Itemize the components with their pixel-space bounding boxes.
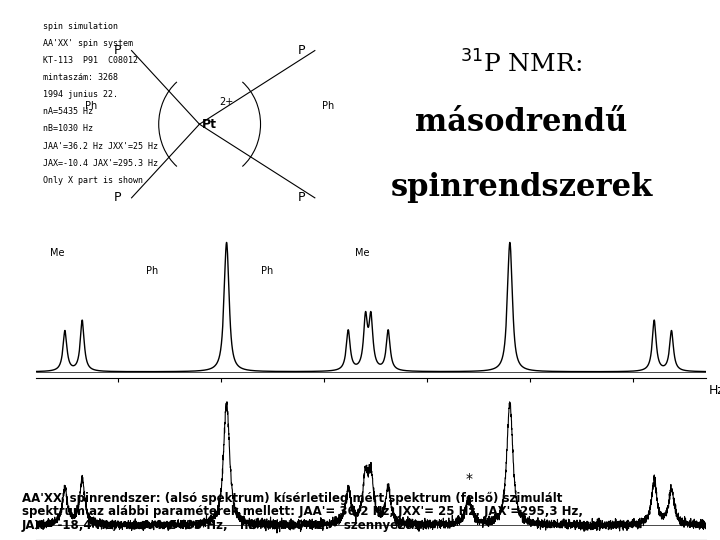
Text: JAA'=36.2 Hz JXX'=25 Hz: JAA'=36.2 Hz JXX'=25 Hz xyxy=(42,141,158,151)
Text: Pt: Pt xyxy=(202,118,217,131)
Text: spinrendszerek: spinrendszerek xyxy=(390,172,652,203)
Text: AA'XX' spin system: AA'XX' spin system xyxy=(42,39,132,48)
Text: Ph: Ph xyxy=(261,266,274,276)
Text: Ph: Ph xyxy=(323,101,335,111)
Text: *: * xyxy=(465,472,472,486)
Text: nB=1030 Hz: nB=1030 Hz xyxy=(42,124,93,133)
Text: Ph: Ph xyxy=(85,101,97,111)
Text: spin simulation: spin simulation xyxy=(42,22,117,31)
Text: Me: Me xyxy=(50,248,64,258)
Text: JAX= -18,4 Hz,    nA = 5435 Hz,   nB= 1030 Hz. * szennyező!: JAX= -18,4 Hz, nA = 5435 Hz, nB= 1030 Hz… xyxy=(22,519,419,532)
Text: $^{31}$P NMR:: $^{31}$P NMR: xyxy=(460,50,582,78)
Text: másodrendű: másodrendű xyxy=(415,107,628,138)
Text: KT-113  P91  C08012: KT-113 P91 C08012 xyxy=(42,56,138,65)
Text: Ph: Ph xyxy=(146,266,158,276)
Text: P: P xyxy=(297,191,305,204)
Text: 2+: 2+ xyxy=(220,97,234,107)
Text: Only X part is shown: Only X part is shown xyxy=(42,176,143,185)
Text: Hz: Hz xyxy=(709,384,720,397)
Text: nA=5435 Hz: nA=5435 Hz xyxy=(42,107,93,116)
Text: P: P xyxy=(114,191,122,204)
Text: P: P xyxy=(114,44,122,57)
Text: P: P xyxy=(297,44,305,57)
Text: spektrum az alábbi paraméterek mellett: JAA'= 36,2 Hz, JXX'= 25 Hz, JAX'=295,3 H: spektrum az alábbi paraméterek mellett: … xyxy=(22,505,582,518)
Text: mintaszám: 3268: mintaszám: 3268 xyxy=(42,73,117,82)
Text: AA'XX' spinrendszer: (alsó spektrum) kísérletileg mért spektrum (felső) szimulál: AA'XX' spinrendszer: (alsó spektrum) kís… xyxy=(22,492,562,505)
Text: 1994 junius 22.: 1994 junius 22. xyxy=(42,90,117,99)
Text: JAX=-10.4 JAX'=295.3 Hz: JAX=-10.4 JAX'=295.3 Hz xyxy=(42,159,158,167)
Text: Me: Me xyxy=(355,248,369,258)
